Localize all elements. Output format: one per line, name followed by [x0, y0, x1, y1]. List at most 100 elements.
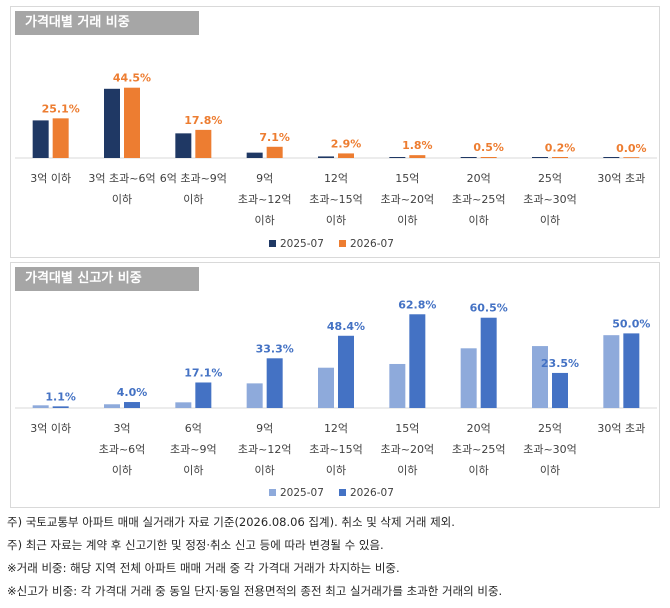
bar-2026-07-5 — [409, 155, 426, 158]
x-tick-label-6-2: 이하 — [469, 463, 489, 477]
x-tick-label-2-2: 이하 — [183, 463, 203, 477]
data-label-8: 0.0% — [616, 142, 647, 155]
x-tick-label-4-0: 12억 — [324, 422, 348, 435]
x-tick-label-5-2: 이하 — [397, 213, 417, 227]
bar-2026-07-3 — [266, 146, 283, 158]
x-tick-label-0-0: 3억 이하 — [30, 171, 71, 185]
bar-2026-07-0 — [52, 406, 69, 408]
data-label-6: 0.5% — [473, 141, 504, 154]
x-tick-label-1-0: 3억 — [113, 422, 130, 435]
legend-swatch-2026-07 — [339, 489, 346, 496]
x-tick-label-2-0: 6억 초과~9억 — [160, 172, 227, 185]
x-tick-label-7-2: 이하 — [540, 463, 560, 477]
bar-2026-07-1 — [124, 402, 140, 408]
legend-label-2025-07: 2025-07 — [280, 487, 324, 499]
data-label-4: 48.4% — [327, 320, 365, 333]
footnote-source: 주) 국토교통부 아파트 매매 실거래가 자료 기준(2026.08.06 집계… — [7, 515, 455, 529]
data-label-1: 4.0% — [117, 386, 148, 399]
record-high-share-chart-title: 가격대별 신고가 비중 — [15, 267, 199, 291]
x-tick-label-6-1: 초과~25억 — [452, 443, 506, 456]
x-tick-label-2-1: 초과~9억 — [170, 443, 217, 456]
x-tick-label-2-1: 이하 — [183, 192, 203, 206]
bar-2025-07-5 — [389, 157, 406, 158]
bar-2025-07-3 — [246, 152, 263, 158]
bar-2026-07-8 — [623, 333, 640, 408]
legend-label-2026-07: 2026-07 — [350, 238, 394, 250]
x-tick-label-4-2: 이하 — [326, 463, 346, 477]
x-tick-label-5-1: 초과~20억 — [381, 443, 435, 456]
bar-2025-07-1 — [104, 404, 120, 408]
bar-2026-07-1 — [124, 87, 140, 158]
bar-2026-07-7 — [552, 372, 568, 408]
x-tick-label-4-1: 초과~15억 — [309, 193, 363, 206]
bar-2025-07-8 — [603, 335, 620, 408]
x-tick-label-3-2: 이하 — [255, 213, 275, 227]
bar-2025-07-8 — [603, 157, 620, 158]
bar-2025-07-4 — [318, 156, 334, 158]
x-tick-label-1-0: 3억 초과~6억 — [88, 172, 155, 185]
x-tick-label-1-2: 이하 — [112, 463, 132, 477]
x-tick-label-8-0: 30억 초과 — [597, 422, 645, 435]
x-tick-label-7-1: 초과~30억 — [523, 443, 577, 456]
legend-label-2026-07: 2026-07 — [350, 487, 394, 499]
footnote-trade-share-definition: ※거래 비중: 해당 지역 전체 아파트 매매 거래 중 각 가격대 거래가 차… — [7, 561, 400, 575]
data-label-2: 17.1% — [184, 366, 222, 379]
bar-2026-07-6 — [480, 317, 497, 408]
bar-2025-07-2 — [175, 402, 192, 408]
x-tick-label-3-1: 초과~12억 — [238, 443, 292, 456]
x-tick-label-4-0: 12억 — [324, 172, 348, 185]
bar-2026-07-2 — [195, 129, 212, 158]
legend-swatch-2025-07 — [269, 489, 276, 496]
x-tick-label-3-1: 초과~12억 — [238, 193, 292, 206]
bar-2025-07-5 — [389, 363, 406, 408]
x-tick-label-7-0: 25억 — [538, 422, 562, 435]
bar-2026-07-8 — [623, 157, 640, 158]
x-tick-label-3-2: 이하 — [255, 463, 275, 477]
x-tick-label-4-2: 이하 — [326, 213, 346, 227]
x-tick-label-3-0: 9억 — [256, 172, 273, 185]
x-tick-label-5-0: 15억 — [395, 172, 419, 185]
x-tick-label-5-0: 15억 — [395, 422, 419, 435]
x-tick-label-1-1: 이하 — [112, 192, 132, 206]
data-label-7: 0.2% — [545, 142, 576, 155]
x-tick-label-5-2: 이하 — [397, 463, 417, 477]
x-tick-label-8-0: 30억 초과 — [597, 172, 645, 185]
x-tick-label-5-1: 초과~20억 — [381, 193, 435, 206]
data-label-0: 1.1% — [45, 390, 76, 403]
bar-2025-07-7 — [532, 157, 548, 158]
bar-2025-07-3 — [246, 383, 263, 408]
bar-2026-07-4 — [338, 153, 354, 158]
x-tick-label-4-1: 초과~15억 — [309, 443, 363, 456]
data-label-5: 62.8% — [398, 298, 436, 311]
bar-2026-07-6 — [480, 157, 497, 158]
bar-2026-07-5 — [409, 314, 426, 408]
bar-2025-07-6 — [460, 348, 477, 408]
data-label-2: 17.8% — [184, 114, 222, 127]
bar-2026-07-4 — [338, 335, 354, 408]
bar-2025-07-7 — [532, 346, 548, 408]
record-high-share-chart-panel: 가격대별 신고가 비중 1.1% 3억 이하 4.0% 3억 초과~6억 이하 17.1% 6… — [10, 262, 660, 508]
data-label-1: 44.5% — [113, 72, 151, 85]
bar-2026-07-7 — [552, 157, 568, 158]
legend-swatch-2025-07 — [269, 240, 276, 247]
bar-2025-07-0 — [32, 120, 49, 158]
data-label-6: 60.5% — [470, 302, 508, 315]
x-tick-label-6-1: 초과~25억 — [452, 193, 506, 206]
bar-2025-07-2 — [175, 133, 192, 158]
footnote-revision: 주) 최근 자료는 계약 후 신고기한 및 정정·취소 신고 등에 따라 변경될… — [7, 538, 384, 552]
legend-label-2025-07: 2025-07 — [280, 238, 324, 250]
trade-share-chart-panel: 가격대별 거래 비중 25.1% 3억 이하 44.5% 3억 초과~6억 이하 17.8… — [10, 6, 660, 258]
data-label-8: 50.0% — [612, 317, 650, 330]
x-tick-label-7-1: 초과~30억 — [523, 193, 577, 206]
x-tick-label-1-1: 초과~6억 — [99, 443, 146, 456]
data-label-5: 1.8% — [402, 139, 433, 152]
data-label-3: 7.1% — [259, 131, 290, 144]
x-tick-label-6-0: 20억 — [467, 172, 491, 185]
data-label-0: 25.1% — [42, 102, 80, 115]
bar-2025-07-0 — [32, 405, 49, 408]
bar-2025-07-6 — [460, 157, 477, 158]
bar-2025-07-1 — [104, 88, 120, 158]
bar-2026-07-0 — [52, 118, 69, 158]
